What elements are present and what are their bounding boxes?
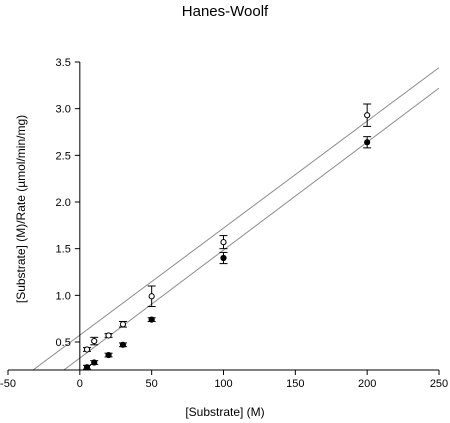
open-point [119,321,127,328]
data-points [83,103,372,371]
y-tick-label: 2.5 [56,150,71,162]
y-tick-label: 1.0 [56,290,71,302]
x-tick-label: 0 [77,378,83,390]
y-tick-label: 3.0 [56,104,71,116]
x-tick-label: 50 [146,378,158,390]
fit-line-2 [63,87,439,370]
fit-line-1 [32,67,439,370]
filled-point [83,364,91,371]
axes: -50 0 50 100 150 200 250 0.5 1.0 1.5 2.0 2.5 3.0 3.5 [0,57,448,390]
y-tick-label: 2.0 [56,197,71,209]
filled-point [220,254,227,262]
filled-point [91,359,98,366]
filled-point [105,351,112,359]
x-tick-label: 200 [358,378,376,390]
x-tick-label: 250 [430,378,448,390]
open-point [364,112,371,119]
x-tick-label: 150 [286,378,304,390]
open-point [220,239,227,246]
x-tick-label: -50 [0,378,16,390]
open-point [148,293,155,300]
chart-title: Hanes-Woolf [182,3,269,20]
open-point [105,332,112,339]
open-point [91,337,98,345]
open-point [83,346,91,353]
y-tick-label: 3.5 [56,57,71,69]
y-axis-label: [Substrate] (M)/Rate (µmol/min/mg) [14,115,28,303]
y-tick-label: 1.5 [56,244,71,256]
filled-point [364,139,371,146]
y-tick-label: 0.5 [56,337,71,349]
x-axis-label: [Substrate] (M) [185,405,264,419]
filled-point [148,316,155,323]
filled-point [119,341,127,348]
x-tick-label: 100 [214,378,232,390]
